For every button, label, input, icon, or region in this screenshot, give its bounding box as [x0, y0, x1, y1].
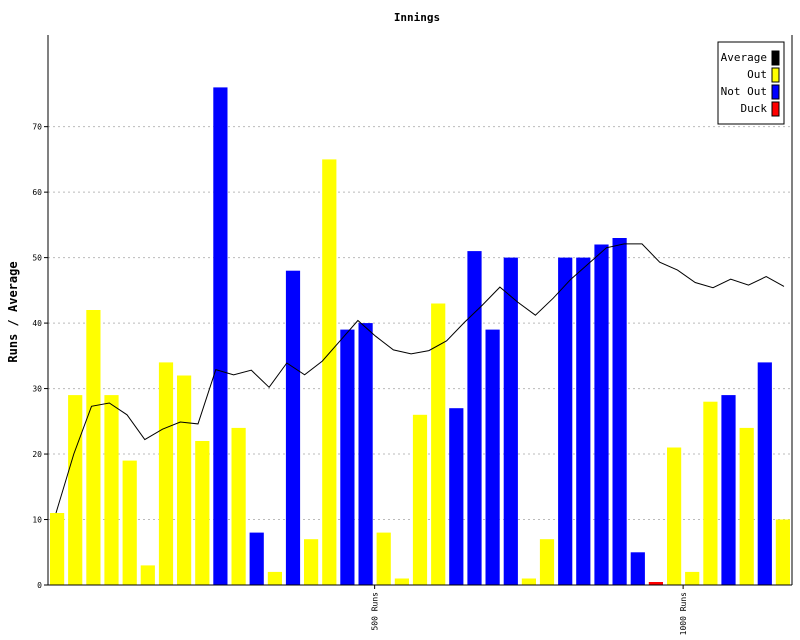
bar-innings-5 [122, 460, 137, 585]
legend-swatch [771, 84, 780, 100]
y-tick-label: 20 [32, 450, 42, 459]
bar-innings-9 [195, 441, 210, 585]
bar-innings-26 [503, 257, 518, 585]
legend-label: Out [747, 68, 767, 81]
bar-innings-34 [648, 582, 663, 585]
bar-innings-3 [86, 310, 101, 585]
bar-innings-20 [394, 578, 409, 585]
milestone-labels: 500 Runs 1000 Runs [371, 585, 688, 635]
bar-innings-35 [667, 447, 682, 585]
bar-innings-2 [68, 395, 83, 585]
bar-innings-13 [267, 571, 282, 585]
y-tick-label: 10 [32, 516, 42, 525]
bar-innings-19 [376, 532, 391, 585]
bar-innings-40 [757, 362, 772, 585]
y-tick-label: 70 [32, 123, 42, 132]
bar-innings-12 [249, 532, 264, 585]
bar-innings-29 [558, 257, 573, 585]
y-tick-label: 50 [32, 254, 42, 263]
milestone-label: 500 Runs [371, 592, 380, 631]
y-axis-label: Runs / Average [6, 261, 20, 362]
legend-swatch [771, 50, 780, 66]
y-tick-label: 40 [32, 319, 42, 328]
bar-innings-31 [594, 244, 609, 585]
bar-innings-18 [358, 323, 373, 585]
y-axis-ticks: 0 10 20 30 40 50 60 70 [32, 123, 48, 590]
bar-innings-28 [539, 539, 555, 585]
bar-innings-41 [775, 519, 790, 585]
bar-innings-32 [612, 238, 627, 585]
bar-innings-17 [340, 329, 355, 585]
bar-innings-27 [521, 578, 536, 585]
bar-innings-16 [322, 159, 337, 585]
legend-label: Duck [741, 102, 768, 115]
bar-innings-10 [213, 87, 228, 586]
legend-label: Not Out [721, 85, 767, 98]
bar-innings-14 [285, 270, 301, 585]
axes [47, 35, 793, 586]
bar-innings-39 [739, 427, 754, 585]
bar-innings-11 [231, 427, 246, 585]
bar-innings-15 [304, 539, 319, 585]
bar-innings-38 [721, 395, 736, 585]
legend-label: Average [721, 51, 767, 64]
bar-innings-30 [576, 257, 591, 585]
bar-innings-36 [685, 571, 700, 585]
bar-innings-23 [449, 408, 464, 585]
chart-title: Innings [394, 11, 440, 24]
bar-series [50, 87, 790, 586]
milestone-label: 1000 Runs [679, 592, 688, 636]
bar-innings-37 [703, 401, 718, 585]
bar-innings-4 [104, 395, 119, 585]
bar-innings-22 [431, 303, 446, 585]
bar-innings-6 [140, 565, 155, 585]
bar-innings-1 [50, 513, 65, 585]
y-tick-label: 0 [37, 581, 42, 590]
legend: Average Out Not Out Duck [717, 41, 785, 125]
bar-innings-21 [412, 414, 428, 585]
y-tick-label: 60 [32, 188, 42, 197]
bar-innings-24 [467, 251, 482, 585]
average-line [55, 243, 785, 514]
bar-innings-25 [485, 329, 500, 585]
legend-swatch [771, 67, 780, 83]
bar-innings-33 [630, 552, 645, 585]
legend-swatch [771, 101, 780, 117]
bar-innings-7 [158, 362, 174, 585]
y-tick-label: 30 [32, 385, 42, 394]
bar-innings-8 [177, 375, 192, 585]
